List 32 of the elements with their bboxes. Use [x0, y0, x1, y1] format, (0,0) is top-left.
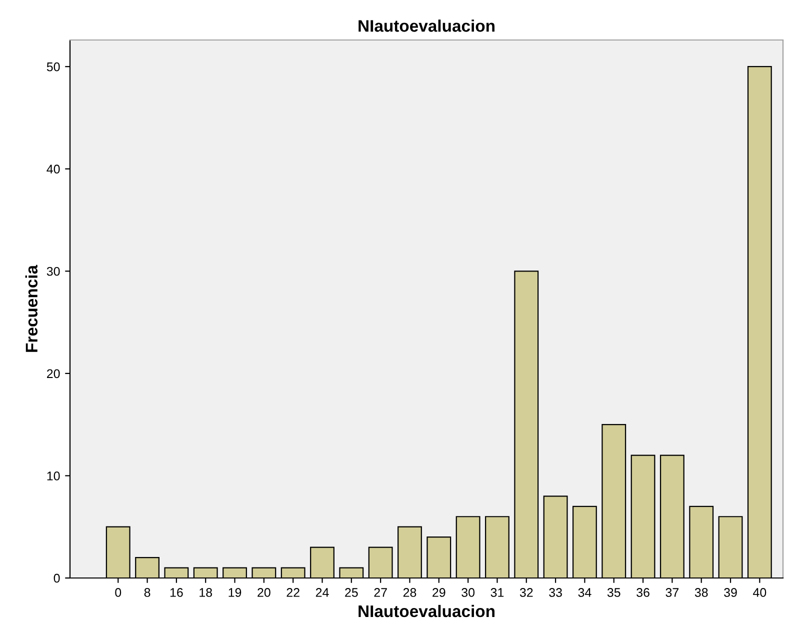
x-tick-label: 33: [549, 588, 562, 597]
x-tick-label: 36: [636, 588, 650, 597]
y-tick-label: 40: [46, 164, 60, 174]
y-axis-title: Frecuencia: [25, 264, 38, 352]
x-tick-label: 27: [374, 588, 387, 597]
x-tick-label: 32: [520, 588, 533, 597]
chart-title: NIautoevaluacion: [358, 20, 494, 32]
x-tick-label: 8: [144, 588, 150, 597]
x-tick-label: 16: [170, 588, 183, 597]
y-tick-label: 20: [47, 369, 60, 378]
x-tick-label: 35: [607, 588, 620, 597]
x-tick-label: 34: [578, 588, 592, 597]
x-tick-label: 25: [345, 588, 358, 597]
x-tick-label: 31: [490, 588, 504, 597]
x-tick-label: 24: [316, 588, 329, 597]
y-tick-label: 0: [54, 574, 60, 583]
x-tick-label: 0: [115, 588, 122, 597]
x-tick-label: 20: [258, 588, 270, 597]
y-tick-label: 50: [46, 62, 60, 72]
y-tick-label: 10: [47, 472, 60, 480]
x-tick-label: 30: [462, 588, 475, 597]
x-tick-label: 40: [753, 588, 766, 597]
x-axis-title: NIautoevaluacion: [358, 604, 494, 618]
x-tick-label: 29: [432, 588, 446, 597]
x-tick-label: 22: [286, 588, 300, 597]
x-tick-label: 37: [666, 588, 679, 597]
y-tick-label: 30: [46, 266, 60, 276]
x-tick-label: 28: [403, 588, 416, 597]
x-tick-label: 39: [724, 588, 737, 597]
x-tick-label: 19: [228, 588, 242, 597]
x-tick-label: 38: [694, 588, 708, 597]
x-tick-label: 18: [200, 588, 212, 597]
